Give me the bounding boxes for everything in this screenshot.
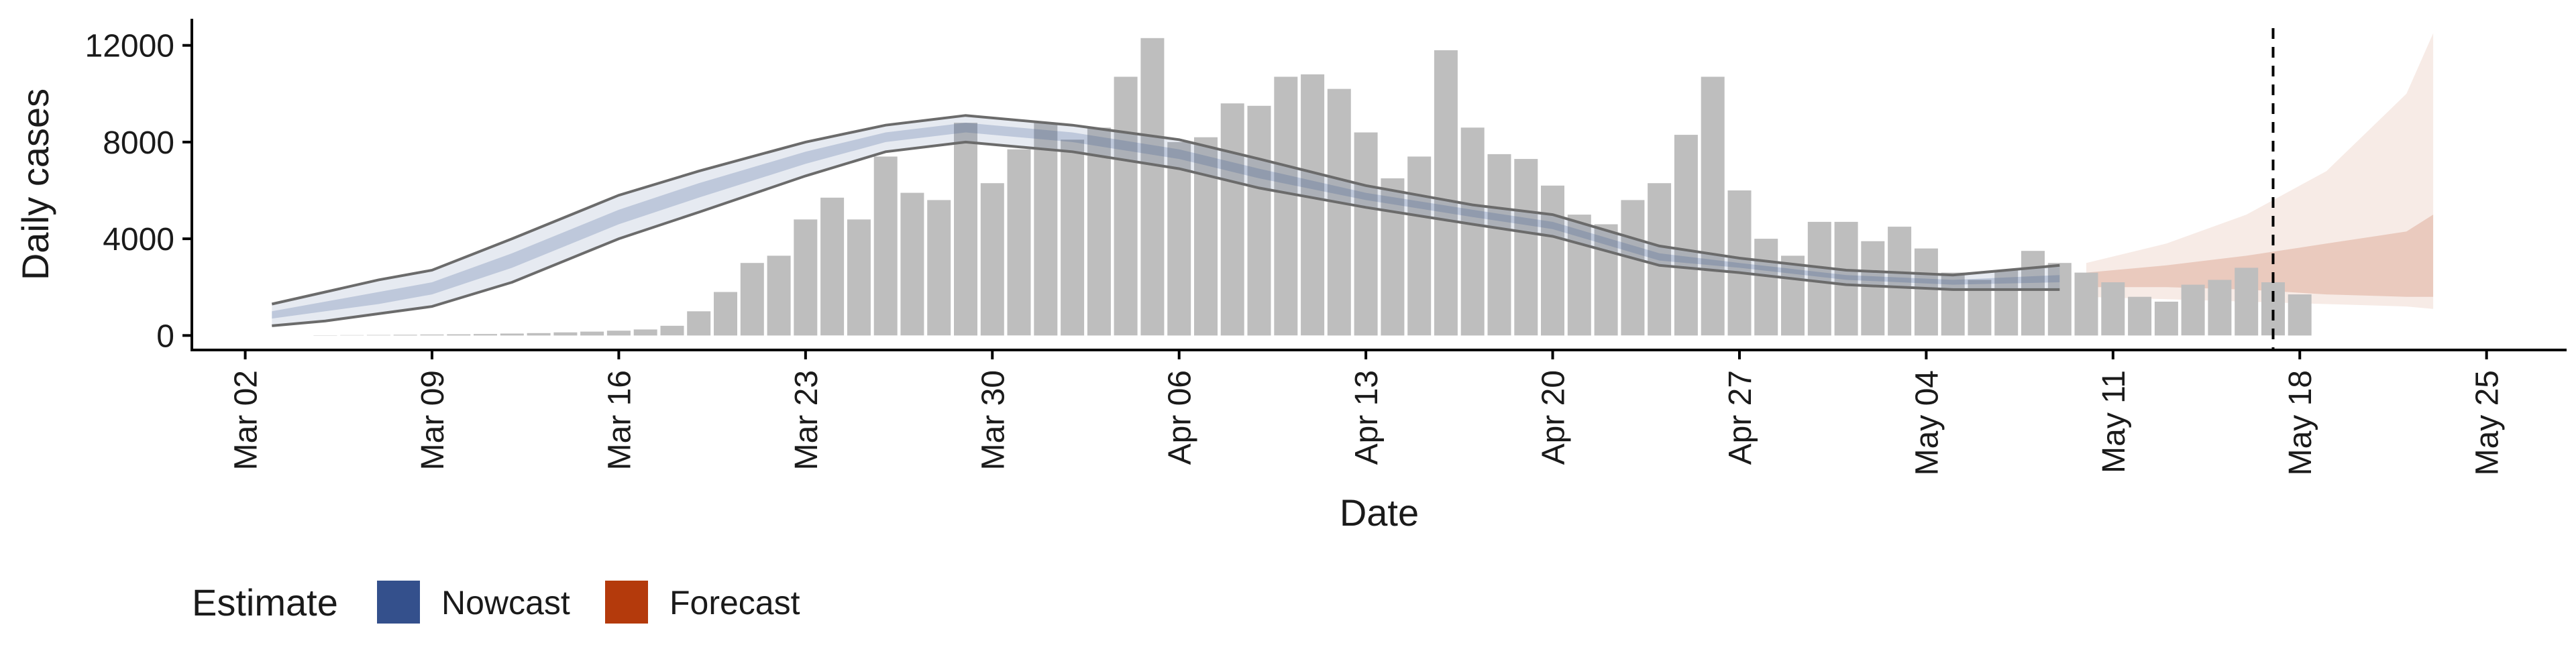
bar bbox=[1274, 77, 1297, 336]
bar bbox=[1328, 89, 1351, 336]
bar bbox=[900, 193, 924, 336]
x-tick-label: Apr 20 bbox=[1536, 370, 1572, 465]
y-axis-title: Daily cases bbox=[14, 89, 56, 280]
bar bbox=[661, 326, 684, 335]
bar bbox=[794, 219, 817, 335]
bar bbox=[607, 331, 631, 335]
bar bbox=[1140, 38, 1164, 336]
bar bbox=[1248, 106, 1271, 336]
x-tick-label: Mar 02 bbox=[229, 370, 264, 470]
bar bbox=[1514, 159, 1538, 335]
bar bbox=[1034, 123, 1057, 335]
bar bbox=[981, 183, 1004, 335]
bar bbox=[527, 333, 551, 336]
bar bbox=[820, 198, 844, 336]
x-tick-label: Mar 30 bbox=[975, 370, 1011, 470]
legend-label: Forecast bbox=[669, 584, 800, 622]
bar bbox=[1434, 50, 1458, 336]
x-ticks: Mar 02 Mar 09 Mar 16 Mar 23 Mar 30 Apr 06 Apr … bbox=[229, 350, 2506, 475]
bar bbox=[634, 329, 657, 335]
bar bbox=[1087, 127, 1111, 335]
bar bbox=[2208, 280, 2231, 335]
bar bbox=[474, 334, 497, 335]
x-axis-title: Date bbox=[1340, 491, 1419, 534]
y-tick-label: 0 bbox=[156, 318, 174, 354]
legend-swatch bbox=[377, 581, 420, 624]
bar bbox=[927, 200, 951, 335]
bar bbox=[1407, 157, 1431, 336]
y-ticks: 0 4000 8000 12000 bbox=[85, 29, 192, 355]
bar bbox=[1114, 77, 1138, 336]
bar bbox=[2261, 282, 2285, 335]
bar bbox=[2155, 302, 2178, 336]
bar bbox=[1861, 241, 1884, 336]
x-tick-label: Apr 06 bbox=[1163, 370, 1198, 465]
bar bbox=[2021, 251, 2045, 335]
forecast-layer bbox=[2086, 34, 2433, 309]
x-tick-label: Mar 09 bbox=[415, 370, 451, 470]
x-tick-label: May 11 bbox=[2096, 370, 2132, 473]
bar bbox=[2288, 294, 2312, 335]
bar bbox=[340, 335, 364, 336]
bar bbox=[1674, 135, 1698, 335]
y-tick-label: 8000 bbox=[103, 125, 174, 161]
x-tick-label: Apr 27 bbox=[1723, 370, 1758, 465]
y-tick-label: 4000 bbox=[103, 222, 174, 257]
bar bbox=[1701, 77, 1725, 336]
x-tick-label: May 04 bbox=[1909, 370, 1945, 475]
bar bbox=[1008, 150, 1031, 336]
bar bbox=[1621, 200, 1644, 335]
legend-swatch bbox=[605, 581, 648, 624]
bar bbox=[1754, 239, 1778, 335]
x-tick-label: Mar 16 bbox=[602, 370, 637, 470]
bar bbox=[553, 333, 577, 336]
bar bbox=[714, 292, 737, 336]
bar bbox=[687, 311, 710, 335]
bar bbox=[580, 332, 604, 336]
bar bbox=[1541, 186, 1564, 336]
bar bbox=[367, 335, 390, 336]
bar bbox=[954, 123, 977, 335]
x-tick-label: Mar 23 bbox=[789, 370, 824, 470]
bar bbox=[741, 263, 764, 335]
bar bbox=[2235, 268, 2258, 335]
bar bbox=[2075, 273, 2098, 336]
legend-label: Nowcast bbox=[441, 584, 570, 622]
y-tick-label: 12000 bbox=[85, 29, 174, 64]
bar bbox=[1221, 103, 1244, 335]
legend: Estimate Nowcast Forecast bbox=[192, 581, 800, 624]
bar bbox=[1061, 139, 1084, 335]
bar bbox=[2182, 285, 2205, 336]
x-tick-label: May 18 bbox=[2283, 370, 2318, 475]
x-tick-label: Apr 13 bbox=[1349, 370, 1385, 465]
bar bbox=[1461, 127, 1485, 335]
legend-title: Estimate bbox=[192, 581, 338, 624]
bar bbox=[874, 157, 898, 336]
bar bbox=[447, 335, 470, 336]
bar bbox=[2101, 282, 2125, 335]
bar bbox=[1488, 154, 1511, 335]
bar bbox=[1915, 249, 1938, 336]
bar bbox=[847, 219, 871, 335]
x-tick-label: May 25 bbox=[2470, 370, 2506, 475]
bar bbox=[1354, 133, 1378, 336]
bar bbox=[1301, 74, 1324, 335]
bar bbox=[767, 255, 791, 335]
bar bbox=[2128, 297, 2151, 336]
bar bbox=[500, 334, 524, 336]
